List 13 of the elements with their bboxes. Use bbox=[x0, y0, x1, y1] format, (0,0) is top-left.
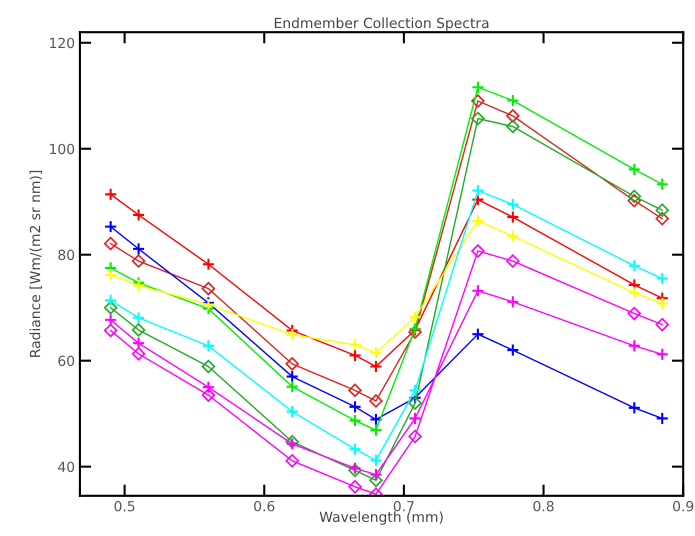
x-tick-label: 0.7 bbox=[394, 500, 414, 512]
y-tick-label: 80 bbox=[58, 250, 74, 260]
y-tick-label: 100 bbox=[50, 144, 74, 154]
x-tick-label: 0.5 bbox=[114, 500, 134, 512]
x-axis-title: Wavelength (mm) bbox=[320, 511, 443, 525]
chart-title: Endmember Collection Spectra bbox=[274, 17, 488, 31]
y-axis-title: Radiance [Wm/(m2 sr nm)] bbox=[30, 170, 42, 357]
y-tick-label: 40 bbox=[58, 462, 74, 472]
x-tick-label: 0.6 bbox=[254, 500, 274, 512]
x-tick-label: 0.8 bbox=[533, 500, 554, 512]
y-tick-label: 60 bbox=[58, 356, 74, 366]
y-tick-label: 120 bbox=[50, 38, 74, 48]
x-tick-label: 0.9 bbox=[673, 500, 694, 512]
